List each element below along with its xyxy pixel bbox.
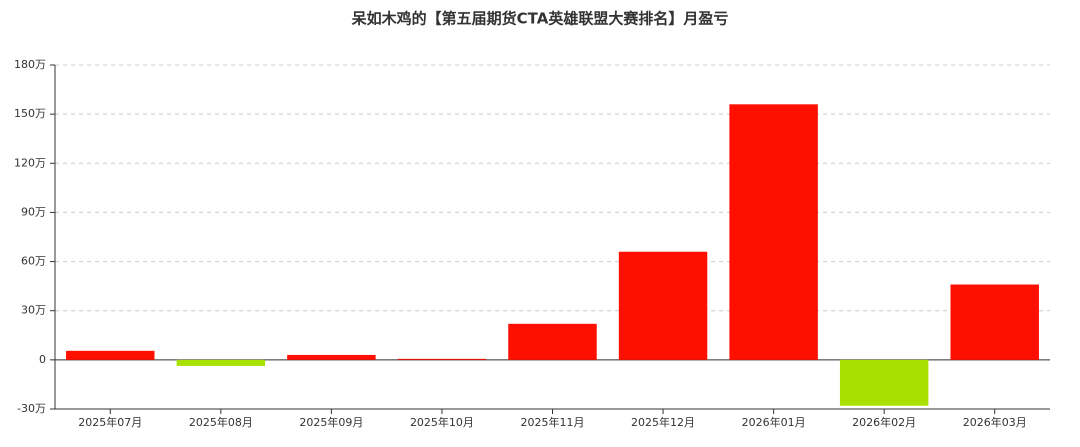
y-tick-label: 60万 <box>21 255 46 268</box>
x-tick-label: 2025年12月 <box>631 415 695 429</box>
bar <box>176 359 266 366</box>
y-tick-label: 30万 <box>21 304 46 317</box>
bar <box>397 358 487 360</box>
x-tick-label: 2025年11月 <box>521 415 585 429</box>
y-tick-label: 90万 <box>21 205 46 218</box>
bar <box>950 284 1039 360</box>
x-tick-label: 2025年08月 <box>189 415 253 429</box>
y-tick-label: 120万 <box>14 156 46 169</box>
x-tick-label: 2026年02月 <box>852 415 916 429</box>
y-tick-label: 180万 <box>14 58 46 71</box>
bar <box>839 359 929 406</box>
x-tick-label: 2025年07月 <box>78 415 142 429</box>
y-tick-label: -30万 <box>17 402 46 415</box>
bar <box>508 323 597 360</box>
y-tick-label: 150万 <box>14 107 46 120</box>
x-tick-label: 2026年01月 <box>742 415 806 429</box>
x-tick-label: 2025年10月 <box>410 415 474 429</box>
x-tick-label: 2026年03月 <box>963 415 1027 429</box>
bar <box>287 354 376 360</box>
bar <box>618 251 708 360</box>
bar <box>66 350 155 360</box>
x-tick-label: 2025年09月 <box>299 415 363 429</box>
y-tick-label: 0 <box>39 353 46 366</box>
chart-title: 呆如木鸡的【第五届期货CTA英雄联盟大赛排名】月盈亏 <box>351 10 729 28</box>
bar <box>729 104 818 360</box>
